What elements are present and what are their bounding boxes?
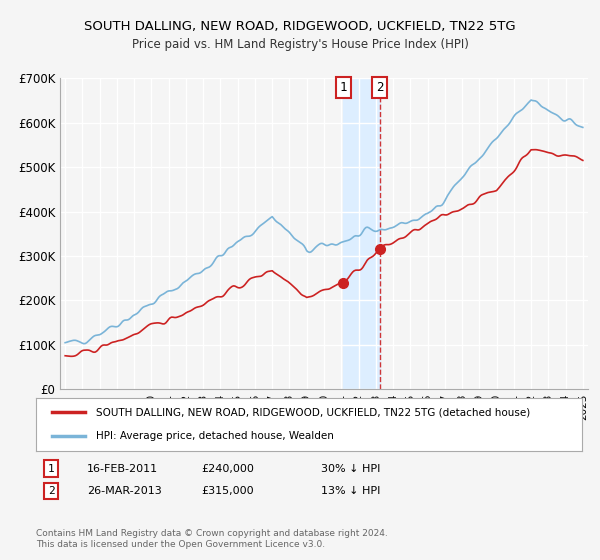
Text: 2: 2: [47, 486, 55, 496]
Text: 13% ↓ HPI: 13% ↓ HPI: [321, 486, 380, 496]
Text: SOUTH DALLING, NEW ROAD, RIDGEWOOD, UCKFIELD, TN22 5TG: SOUTH DALLING, NEW ROAD, RIDGEWOOD, UCKF…: [84, 20, 516, 32]
Text: 26-MAR-2013: 26-MAR-2013: [87, 486, 162, 496]
Text: £240,000: £240,000: [201, 464, 254, 474]
Text: 16-FEB-2011: 16-FEB-2011: [87, 464, 158, 474]
Text: Contains HM Land Registry data © Crown copyright and database right 2024.
This d: Contains HM Land Registry data © Crown c…: [36, 529, 388, 549]
Text: 1: 1: [340, 81, 347, 94]
Text: 2: 2: [376, 81, 383, 94]
Text: Price paid vs. HM Land Registry's House Price Index (HPI): Price paid vs. HM Land Registry's House …: [131, 38, 469, 50]
Bar: [343, 78, 380, 389]
Text: SOUTH DALLING, NEW ROAD, RIDGEWOOD, UCKFIELD, TN22 5TG (detached house): SOUTH DALLING, NEW ROAD, RIDGEWOOD, UCKF…: [96, 408, 530, 418]
Text: 30% ↓ HPI: 30% ↓ HPI: [321, 464, 380, 474]
Text: HPI: Average price, detached house, Wealden: HPI: Average price, detached house, Weal…: [96, 431, 334, 441]
Text: £315,000: £315,000: [201, 486, 254, 496]
Text: 1: 1: [47, 464, 55, 474]
